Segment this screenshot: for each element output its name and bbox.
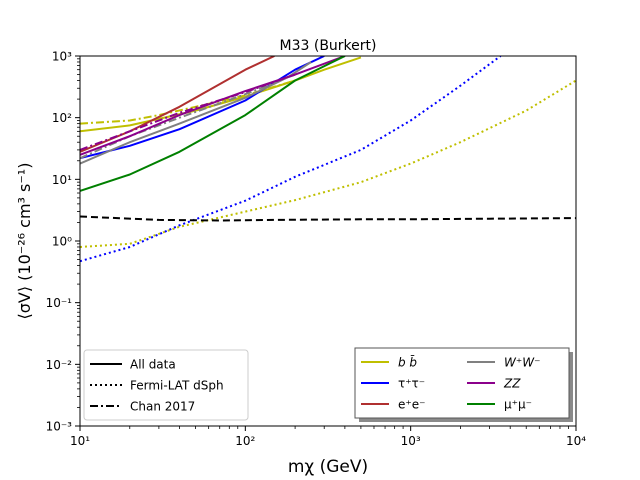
- y-axis-label: ⟨σV⟩ (10⁻²⁶ cm³ s⁻¹): [15, 163, 34, 320]
- series-line-bb-fermi-lat-dsph: [80, 79, 576, 248]
- style-legend-label: Chan 2017: [130, 400, 195, 414]
- channel-legend: b b̄ τ⁺τ⁻ e⁺e⁻ W⁺W⁻ ZZ μ⁺μ⁻: [354, 347, 573, 422]
- series-line-zz-chan-2017: [80, 73, 296, 151]
- style-legend-box: [83, 349, 249, 421]
- series-line-ww-chan-2017: [80, 73, 296, 160]
- legend-label-tau: τ⁺τ⁻: [398, 377, 425, 391]
- y-tick-label: 10⁰: [52, 235, 72, 249]
- y-tick-label: 10⁻²: [46, 358, 73, 372]
- chart-title: M33 (Burkert): [280, 38, 377, 54]
- legend-label-ww: W⁺W⁻: [504, 356, 540, 370]
- x-tick-label: 10¹: [70, 434, 90, 448]
- legend-label-ee: e⁺e⁻: [398, 398, 425, 412]
- y-tick-label: 10⁻³: [46, 420, 73, 434]
- x-tick-label: 10⁴: [566, 434, 586, 448]
- channel-legend-box: [354, 347, 570, 419]
- series-line-mumu-all-data: [80, 56, 346, 192]
- legend-label-zz: ZZ: [503, 377, 521, 391]
- style-legend-label: Fermi-LAT dSph: [130, 379, 224, 393]
- legend-label-bb: b b̄: [398, 355, 417, 369]
- y-tick-label: 10²: [52, 111, 72, 125]
- series-line-bb-all-data: [80, 56, 362, 133]
- style-legend: All data Fermi-LAT dSph Chan 2017: [83, 349, 249, 421]
- axis-ticks: 10¹ 10² 10³ 10⁴ 10⁻³ 10⁻² 10⁻¹ 10⁰ 10¹ 10² 10³: [46, 50, 587, 449]
- plot-frame: [79, 55, 577, 427]
- series-line-chan-2017-reference: [80, 215, 576, 222]
- x-tick-label: 10²: [235, 434, 255, 448]
- series-line-tau-fermi-lat-dsph: [80, 56, 502, 263]
- x-tick-label: 10³: [401, 434, 421, 448]
- legend-label-mumu: μ⁺μ⁻: [504, 398, 532, 412]
- style-legend-label: All data: [130, 358, 176, 372]
- series-line-tau-all-data: [80, 56, 325, 160]
- y-tick-label: 10⁻¹: [46, 296, 73, 310]
- y-tick-label: 10³: [52, 50, 72, 64]
- y-tick-label: 10¹: [52, 173, 72, 187]
- x-axis-label: mχ (GeV): [288, 457, 368, 477]
- series-layer: [80, 56, 576, 263]
